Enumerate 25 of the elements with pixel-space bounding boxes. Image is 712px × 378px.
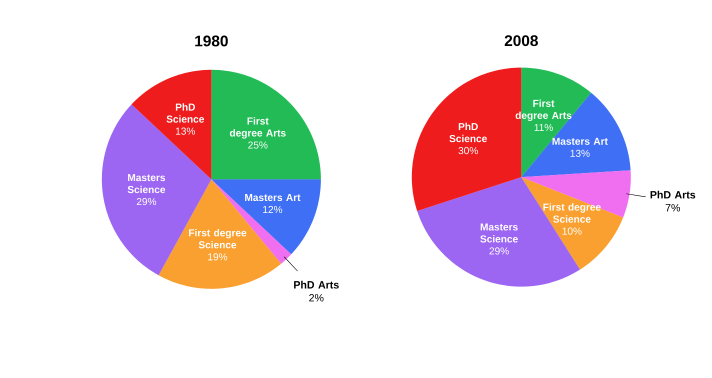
data-label: 30% [458,147,478,154]
slice-label: Masters Science [480,224,518,243]
chart-title: 1980 [195,36,228,47]
data-label: 29% [136,198,156,206]
slice-label: First degree Science [543,203,601,223]
slice-label: PhD Science [166,103,204,123]
slice-label: First degree Arts [230,117,286,139]
slice-label: Masters Science [128,174,166,194]
data-label: 25% [248,142,268,149]
slice-label: PhD Science [449,122,487,142]
slice-label: First degree Science [189,229,246,249]
slice-label: Masters Art [552,138,608,146]
data-label: 13% [176,128,196,135]
data-label: 13% [570,150,590,158]
data-label: 11% [534,124,553,132]
slice-label: PhD Arts [650,190,696,199]
chart-title: 2008 [504,35,538,46]
slice-label: Masters Art [245,194,300,202]
data-label: 19% [208,253,228,261]
data-label: 12% [263,206,282,214]
data-label: 2% [309,294,324,302]
slice-label: PhD Arts [294,281,339,289]
data-label: 7% [666,204,680,212]
data-label: 10% [562,228,582,235]
data-label: 29% [490,248,509,255]
